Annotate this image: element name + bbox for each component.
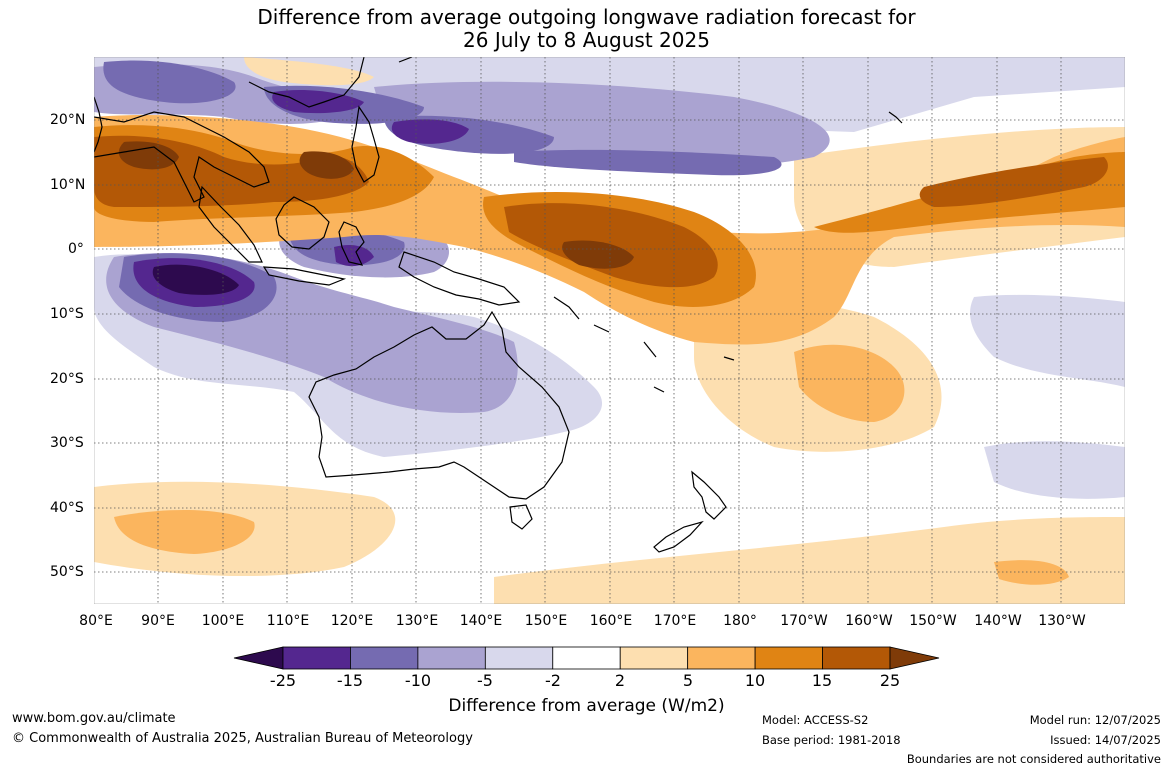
colorbar-bin	[822, 646, 891, 670]
island-coastline	[553, 296, 580, 320]
island-coastline	[653, 386, 665, 393]
lon-label: 170°E	[653, 613, 697, 629]
website-text: www.bom.gov.au/climate	[12, 711, 176, 726]
lat-label: 30°S	[50, 435, 84, 451]
coastlines	[94, 57, 903, 553]
new-zealand-north-coastline	[691, 470, 727, 520]
colorbar-bin	[552, 646, 621, 670]
colorbar-tick-label: -10	[404, 671, 432, 690]
anomaly-region	[562, 240, 634, 269]
colorbar-tick-label: -15	[336, 671, 364, 690]
island-coastline	[643, 341, 657, 358]
philippines-coastline	[351, 105, 380, 183]
model-text: Model: ACCESS-S2	[762, 713, 869, 727]
lat-label: 10°N	[50, 177, 86, 193]
borneo-coastline	[275, 196, 330, 250]
issued-text: Issued: 14/07/2025	[1050, 733, 1161, 747]
anomaly-region	[118, 141, 179, 170]
anomaly-region	[514, 149, 782, 176]
india-coastline	[94, 96, 103, 153]
new-zealand-south-coastline	[653, 520, 704, 553]
olr-anomaly-map	[94, 57, 1125, 604]
se-asia-coastline	[248, 57, 365, 108]
colorbar	[233, 646, 940, 670]
australia-coastline	[308, 310, 570, 500]
disclaimer-text: Boundaries are not considered authoritat…	[906, 752, 1161, 766]
lon-label: 80°E	[79, 613, 113, 629]
colorbar-bin	[687, 646, 756, 670]
colorbar-bin	[484, 646, 554, 670]
colorbar-tick-label: 10	[744, 671, 766, 690]
lon-label: 160°E	[589, 613, 633, 629]
colorbar-extend-high	[889, 646, 940, 670]
lon-label: 90°E	[141, 613, 175, 629]
map-title-line-2: 26 July to 8 August 2025	[463, 28, 710, 52]
lon-label: 120°E	[330, 613, 374, 629]
tasmania-coastline	[509, 504, 533, 530]
lat-label: 40°S	[50, 500, 84, 516]
java-coastline	[262, 266, 347, 286]
anomaly-region	[299, 151, 354, 179]
colorbar-tick-label: -2	[545, 671, 561, 690]
lon-label: 130°E	[395, 613, 439, 629]
lat-label: 20°N	[50, 112, 86, 128]
anomaly-region	[391, 119, 469, 144]
colorbar-bin	[282, 646, 351, 670]
lat-label: 50°S	[50, 564, 84, 580]
sumatra-coastline	[198, 185, 263, 263]
anomaly-region	[984, 441, 1125, 499]
colorbar-tick-label: 25	[879, 671, 901, 690]
hawaii-coastline	[888, 111, 903, 124]
colorbar-title: Difference from average (W/m2)	[448, 696, 725, 716]
lon-label: 180°	[723, 613, 757, 629]
graticule	[94, 57, 1125, 604]
colorbar-tick-label: 15	[811, 671, 833, 690]
se-asia-coastline	[94, 111, 270, 203]
anomaly-region	[970, 294, 1125, 387]
lon-label: 110°E	[266, 613, 310, 629]
base-period-text: Base period: 1981-2018	[762, 733, 901, 747]
sulawesi-coastline	[338, 221, 365, 266]
anomaly-region	[494, 517, 1125, 604]
lon-label: 140°W	[974, 613, 1022, 629]
anomaly-region	[103, 60, 236, 104]
colorbar-tick-label: -5	[477, 671, 493, 690]
anomaly-region	[114, 510, 255, 554]
lat-label: 0°	[68, 241, 84, 257]
map-title-line-1: Difference from average outgoing longwav…	[257, 5, 916, 29]
colorbar-tick-label: 5	[682, 671, 694, 690]
island-coastline	[723, 356, 735, 361]
lon-label: 160°W	[845, 613, 893, 629]
model-run-text: Model run: 12/07/2025	[1029, 713, 1161, 727]
lon-label: 100°E	[201, 613, 245, 629]
colorbar-tick-label: 2	[614, 671, 626, 690]
colorbar-extend-low	[233, 646, 284, 670]
new-guinea-coastline	[398, 251, 521, 306]
anomaly-region	[994, 560, 1069, 585]
colorbar-bin	[350, 646, 419, 670]
colorbar-bin	[417, 646, 486, 670]
colorbar-bin	[754, 646, 823, 670]
copyright-text: © Commonwealth of Australia 2025, Austra…	[12, 731, 473, 746]
lon-label: 150°E	[524, 613, 568, 629]
lat-label: 20°S	[50, 371, 84, 387]
anomaly-region	[794, 344, 905, 422]
lon-label: 140°E	[459, 613, 503, 629]
anomaly-region	[152, 264, 239, 295]
anomaly-region	[244, 57, 374, 86]
colorbar-tick-label: -25	[269, 671, 297, 690]
lat-label: 10°S	[50, 306, 84, 322]
colorbar-bin	[619, 646, 689, 670]
japan-coastline	[398, 57, 413, 63]
lon-label: 170°W	[780, 613, 828, 629]
lon-label: 150°W	[909, 613, 957, 629]
lon-label: 130°W	[1038, 613, 1086, 629]
island-coastline	[593, 324, 610, 333]
